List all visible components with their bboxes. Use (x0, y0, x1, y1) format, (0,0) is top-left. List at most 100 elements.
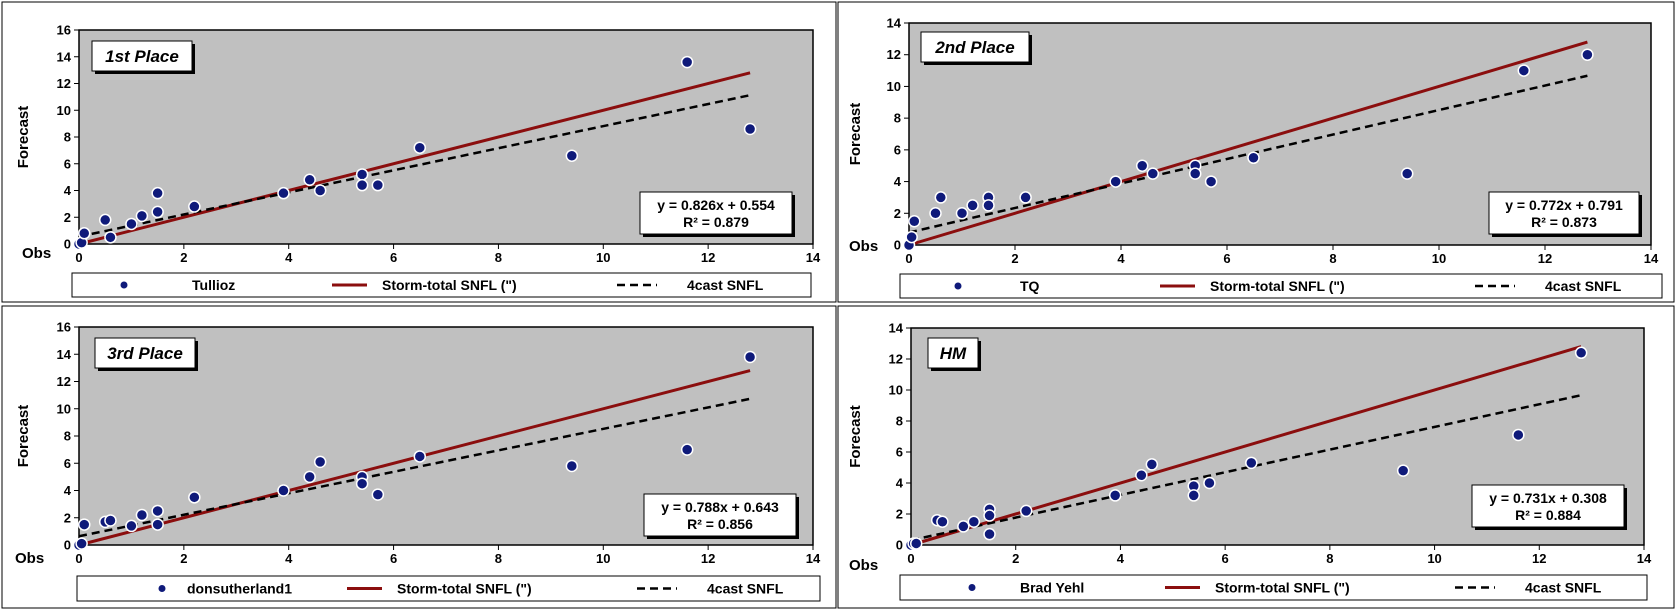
scatter-point (303, 173, 316, 187)
x-tick-label: 2 (1011, 251, 1018, 266)
y-tick-label: 6 (64, 456, 71, 471)
scatter-point (983, 509, 996, 522)
scatter-point (908, 214, 921, 228)
scatter-point (1400, 167, 1414, 180)
y-tick-label: 6 (894, 142, 901, 157)
chart-panel-4: 0 2 4 6 8 10 12 14 0 2 4 6 8 10 12 14 Forecast Obs HM y = 0… (837, 305, 1675, 609)
x-tick-label: 12 (1532, 551, 1546, 566)
place-label: 1st Place (105, 47, 179, 66)
x-tick-label: 8 (1326, 551, 1333, 566)
scatter-point (355, 477, 369, 490)
x-tick-label: 2 (1012, 551, 1019, 566)
storm-total-line (908, 40, 1588, 247)
scatter-point (1517, 64, 1531, 77)
place-label: 3rd Place (107, 344, 183, 363)
y-tick-label: 10 (57, 401, 71, 416)
scatter-point (1135, 159, 1149, 172)
scatter-point (1512, 428, 1525, 442)
y-tick-label: 14 (887, 16, 902, 31)
legend-marker-scatter (968, 584, 976, 591)
scatter-point (1396, 464, 1410, 477)
x-tick-label: 10 (1432, 251, 1446, 266)
scatter-point (1146, 167, 1160, 180)
scatter-point (1019, 504, 1033, 518)
scatter-point (966, 199, 979, 212)
y-axis-title: Forecast (15, 405, 32, 468)
scatter-point (905, 230, 918, 244)
y-tick-label: 12 (889, 352, 903, 367)
y-tick-label: 8 (64, 130, 71, 145)
forecast-trendline (78, 93, 751, 238)
place-label-box (91, 40, 193, 72)
y-tick-label: 8 (894, 111, 901, 126)
legend-box (71, 272, 812, 298)
scatter-point (135, 508, 149, 522)
x-tick-label: 14 (806, 551, 821, 566)
scatter-point (1108, 489, 1122, 502)
legend-label-line: Storm-total SNFL (") (1215, 580, 1350, 596)
legend-label-line: Storm-total SNFL (") (382, 277, 517, 293)
y-axis-title: Forecast (847, 103, 864, 166)
legend-label-trend: 4cast SNFL (1545, 278, 1622, 294)
scatter-point (413, 141, 427, 154)
x-tick-label: 14 (806, 250, 821, 265)
scatter-point (125, 519, 138, 533)
chart-panel-1: 0 2 4 6 8 10 12 14 16 0 2 4 6 8 10 12 14 Forecast Obs 1st P… (1, 1, 837, 303)
x-tick-label: 8 (1329, 251, 1336, 266)
y-tick-label: 0 (896, 538, 903, 553)
legend-label-line: Storm-total SNFL (") (397, 581, 532, 597)
x-tick-label: 2 (180, 551, 187, 566)
legend-box (899, 273, 1663, 299)
y-tick-label: 14 (889, 321, 904, 336)
scatter-point (135, 209, 149, 223)
legend-label-scatter: Brad Yehl (1020, 580, 1084, 596)
scatter-point (151, 186, 164, 200)
scatter-point (1204, 175, 1218, 188)
scatter-point (151, 504, 164, 518)
scatter-point (355, 168, 369, 181)
y-tick-label: 2 (64, 210, 71, 225)
scatter-point (188, 200, 201, 213)
scatter-point (743, 350, 757, 364)
legend-label-trend: 4cast SNFL (707, 581, 784, 597)
y-tick-label: 2 (64, 510, 71, 525)
x-axis-title: Obs (849, 557, 878, 574)
regression-equation: y = 0.788x + 0.643 (661, 499, 779, 515)
regression-equation: y = 0.826x + 0.554 (657, 197, 775, 213)
scatter-point (1245, 456, 1258, 470)
x-tick-label: 6 (390, 250, 397, 265)
scatter-point (1019, 191, 1032, 204)
x-tick-label: 0 (75, 551, 82, 566)
x-tick-label: 0 (907, 551, 914, 566)
forecast-trendline (910, 393, 1582, 542)
y-tick-label: 8 (64, 429, 71, 444)
scatter-point (565, 459, 579, 473)
scatter-point (1109, 175, 1122, 188)
legend-marker-scatter (120, 281, 128, 289)
x-tick-label: 2 (180, 250, 187, 265)
scatter-point (967, 515, 981, 528)
legend-label-trend: 4cast SNFL (1525, 580, 1602, 596)
x-tick-label: 12 (1538, 251, 1552, 266)
y-tick-label: 4 (64, 483, 72, 498)
y-axis-title: Forecast (15, 106, 32, 169)
x-tick-label: 10 (596, 551, 610, 566)
r-squared: R² = 0.873 (1531, 214, 1597, 230)
y-tick-label: 0 (64, 538, 71, 553)
scatter-point (1581, 48, 1594, 61)
x-tick-label: 4 (1117, 251, 1125, 266)
chart-panel-3: 0 2 4 6 8 10 12 14 16 0 2 4 6 8 10 12 14 Forecast Obs 3rd P… (1, 305, 837, 609)
y-tick-label: 6 (896, 445, 903, 460)
x-tick-label: 0 (905, 251, 912, 266)
scatter-point (303, 470, 316, 484)
y-tick-label: 10 (887, 79, 901, 94)
x-axis-title: Obs (849, 238, 878, 255)
scatter-point (1247, 151, 1260, 165)
place-label-box (927, 337, 979, 369)
scatter-point (982, 199, 995, 212)
y-tick-label: 10 (57, 103, 71, 118)
y-tick-label: 12 (57, 76, 71, 91)
scatter-point (104, 231, 117, 244)
scatter-point (313, 455, 327, 469)
